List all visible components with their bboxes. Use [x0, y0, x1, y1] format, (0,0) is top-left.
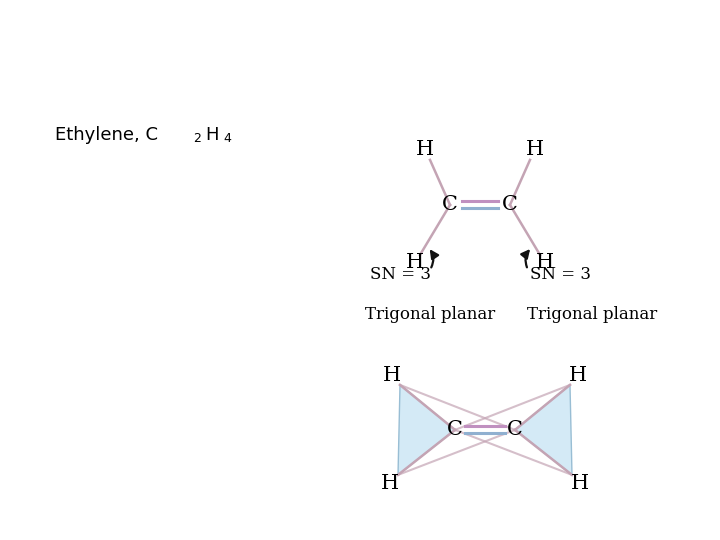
Text: C: C — [502, 195, 518, 214]
Text: H: H — [571, 475, 589, 494]
Text: 2: 2 — [193, 132, 201, 145]
Text: H: H — [536, 253, 554, 272]
Text: C: C — [447, 421, 463, 440]
Text: H: H — [205, 126, 218, 144]
Text: H: H — [569, 367, 587, 386]
Text: Ethylene, C: Ethylene, C — [55, 126, 158, 144]
Text: H: H — [381, 475, 399, 494]
Text: Trigonal planar: Trigonal planar — [365, 306, 495, 323]
Polygon shape — [398, 385, 455, 475]
Text: H: H — [406, 253, 424, 272]
Text: Molecules With Multiple “Central Atoms”: Molecules With Multiple “Central Atoms” — [22, 38, 615, 66]
FancyArrowPatch shape — [521, 251, 528, 267]
Text: C: C — [442, 195, 458, 214]
Text: H: H — [526, 140, 544, 159]
Text: C: C — [507, 421, 523, 440]
Text: SN = 3: SN = 3 — [530, 266, 591, 284]
Text: SN = 3: SN = 3 — [370, 266, 431, 284]
Polygon shape — [515, 385, 572, 475]
Text: Trigonal planar: Trigonal planar — [527, 306, 657, 323]
Text: H: H — [416, 140, 434, 159]
Text: 4: 4 — [223, 132, 231, 145]
FancyArrowPatch shape — [431, 251, 438, 267]
Text: H: H — [383, 367, 401, 386]
